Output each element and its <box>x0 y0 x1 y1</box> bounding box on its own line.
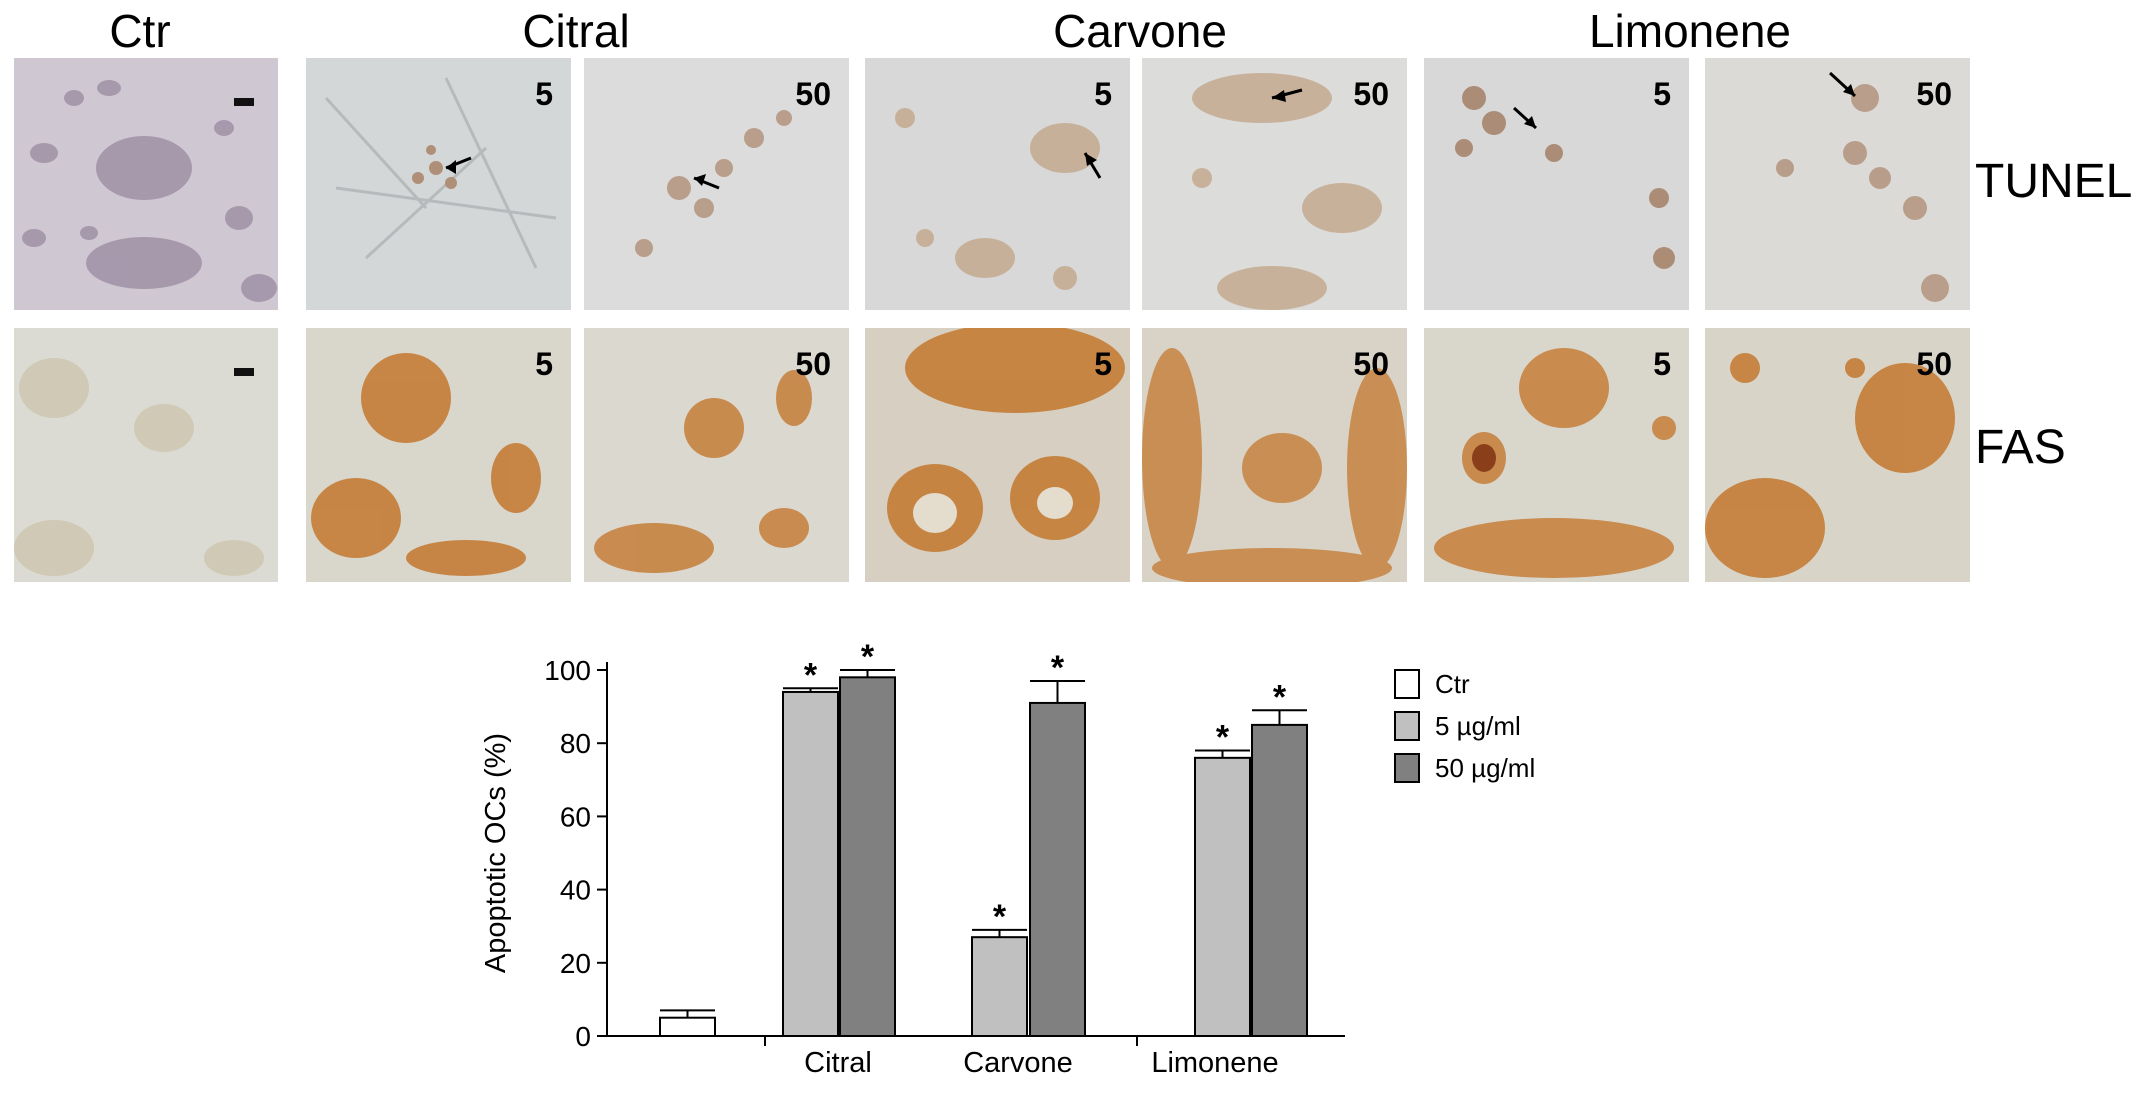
scale-bar <box>234 98 254 106</box>
legend-label: 5 µg/ml <box>1435 711 1521 741</box>
bar-limonene-2 <box>1251 723 1308 1038</box>
micrograph-fas-limonene-5: 5 <box>1424 328 1689 582</box>
micrograph-fas-carvone-5: 5 <box>865 328 1130 582</box>
legend-swatch <box>1394 753 1420 783</box>
concentration-label: 50 <box>1916 346 1952 382</box>
y-tick-label: 40 <box>560 875 591 906</box>
x-category-label: Carvone <box>963 1047 1073 1079</box>
micrograph-tunel-limonene-5: 5 <box>1424 58 1689 310</box>
y-tick-label: 100 <box>544 655 591 686</box>
significance-marker: * <box>1216 719 1230 757</box>
y-axis-label: Apoptotic OCs (%) <box>480 733 512 973</box>
y-tick-label: 20 <box>560 948 591 979</box>
bar-carvone-2 <box>1029 701 1086 1037</box>
significance-marker: * <box>993 898 1007 936</box>
significance-marker: * <box>861 638 875 676</box>
legend-swatch <box>1394 669 1420 699</box>
micrograph-fas-ctr <box>14 328 278 582</box>
micrograph-tunel-limonene-50: 50 <box>1705 58 1970 310</box>
concentration-label: 50 <box>1353 76 1389 112</box>
concentration-label: 50 <box>795 346 831 382</box>
y-tick-label: 60 <box>560 801 591 832</box>
column-title-citral: Citral <box>522 5 630 57</box>
concentration-label: 5 <box>535 76 553 112</box>
concentration-label: 50 <box>1353 346 1389 382</box>
legend-label: Ctr <box>1435 669 1470 699</box>
concentration-label: 5 <box>1094 76 1112 112</box>
significance-marker: * <box>1051 649 1065 687</box>
micrograph-tunel-ctr <box>14 58 278 310</box>
micrograph-fas-limonene-50: 50 <box>1705 328 1970 582</box>
concentration-label: 50 <box>795 76 831 112</box>
x-category-label: Citral <box>804 1047 872 1079</box>
micrograph-tunel-citral-5: 5 <box>306 58 571 310</box>
column-title-ctr: Ctr <box>109 5 171 57</box>
micrograph-fas-citral-5: 5 <box>306 328 571 582</box>
y-tick-label: 0 <box>575 1021 591 1052</box>
legend-swatch <box>1394 711 1420 741</box>
bar-limonene-1 <box>1194 756 1251 1038</box>
concentration-label: 5 <box>535 346 553 382</box>
bar-ctr-0 <box>659 1016 716 1038</box>
significance-marker: * <box>1273 678 1287 716</box>
bar-citral-1 <box>782 690 839 1038</box>
y-tick-label: 80 <box>560 728 591 759</box>
concentration-label: 5 <box>1094 346 1112 382</box>
concentration-label: 5 <box>1653 76 1671 112</box>
concentration-label: 5 <box>1653 346 1671 382</box>
scale-bar <box>234 368 254 376</box>
concentration-label: 50 <box>1916 76 1952 112</box>
micrograph-fas-citral-50: 50 <box>584 328 849 582</box>
bar-citral-2 <box>839 676 896 1037</box>
micrograph-tunel-citral-50: 50 <box>584 58 849 310</box>
micrograph-tunel-carvone-50: 50 <box>1142 58 1407 310</box>
significance-marker: * <box>804 656 818 694</box>
micrograph-fas-carvone-50: 50 <box>1142 328 1407 582</box>
row-label-fas: FAS <box>1975 421 2066 474</box>
column-title-limonene: Limonene <box>1588 5 1792 57</box>
micrograph-tunel-carvone-5: 5 <box>865 58 1130 310</box>
column-title-carvone: Carvone <box>1053 5 1227 57</box>
legend-label: 50 µg/ml <box>1435 753 1535 783</box>
bar-carvone-1 <box>971 936 1028 1037</box>
row-label-tunel: TUNEL <box>1975 155 2133 208</box>
x-category-label: Limonene <box>1151 1047 1278 1079</box>
